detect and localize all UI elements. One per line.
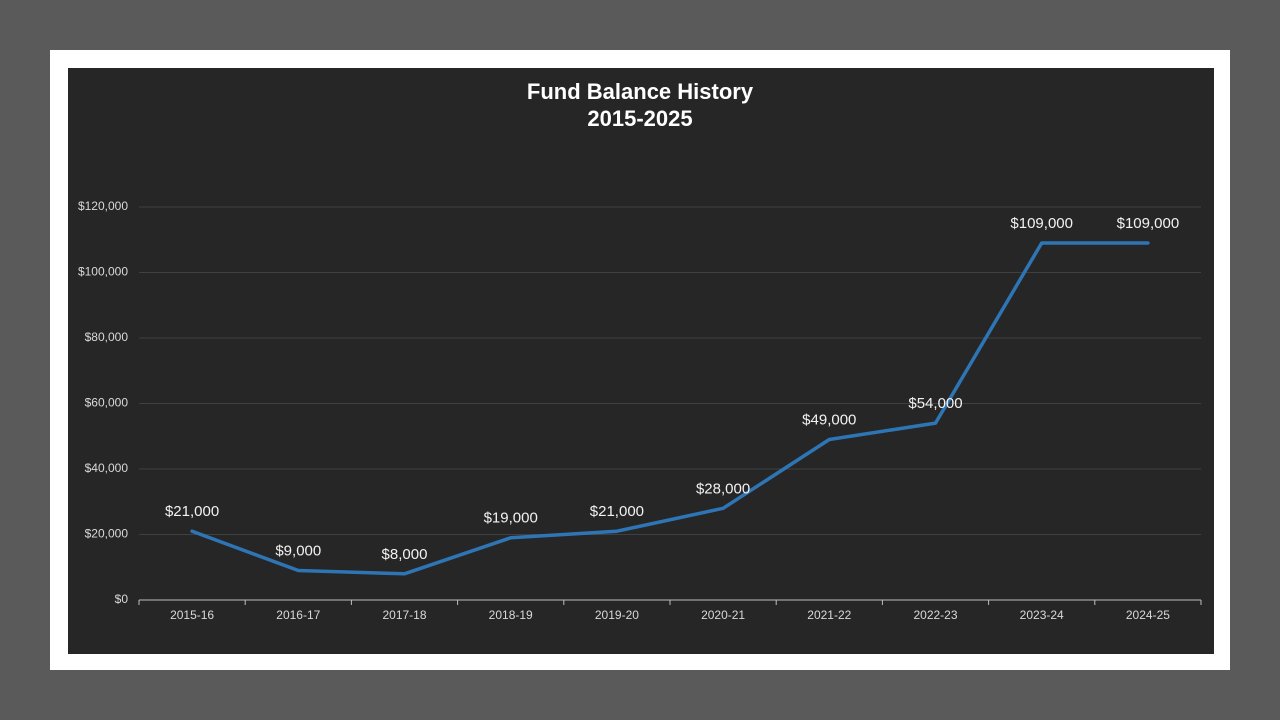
x-tick-label: 2024-25: [1126, 608, 1170, 622]
data-label: $21,000: [590, 503, 644, 520]
y-tick-label: $40,000: [85, 461, 129, 475]
x-tick-label: 2023-24: [1020, 608, 1064, 622]
data-label: $19,000: [484, 510, 538, 527]
x-tick-label: 2019-20: [595, 608, 639, 622]
y-tick-label: $80,000: [85, 330, 129, 344]
data-label: $9,000: [275, 542, 321, 559]
data-label: $109,000: [1010, 215, 1073, 232]
y-tick-label: $120,000: [78, 199, 128, 213]
chart-subtitle: 2015-2025: [587, 106, 692, 131]
x-tick-label: 2020-21: [701, 608, 745, 622]
data-label: $8,000: [382, 546, 428, 563]
chart-title: Fund Balance History: [527, 79, 754, 104]
chart-area: [68, 68, 1214, 654]
y-tick-label: $60,000: [85, 396, 129, 410]
data-line: [190, 241, 1150, 576]
x-tick-label: 2021-22: [807, 608, 851, 622]
y-tick-label: $100,000: [78, 265, 128, 279]
data-label: $49,000: [802, 411, 856, 428]
data-label: $21,000: [165, 503, 219, 520]
x-tick-label: 2017-18: [382, 608, 426, 622]
x-tick-label: 2022-23: [913, 608, 957, 622]
y-tick-label: $0: [115, 592, 129, 606]
x-tick-label: 2016-17: [276, 608, 320, 622]
x-tick-label: 2015-16: [170, 608, 214, 622]
data-label: $54,000: [908, 395, 962, 412]
data-label: $109,000: [1117, 215, 1180, 232]
y-tick-label: $20,000: [85, 527, 129, 541]
x-tick-label: 2018-19: [489, 608, 533, 622]
data-label: $28,000: [696, 480, 750, 497]
